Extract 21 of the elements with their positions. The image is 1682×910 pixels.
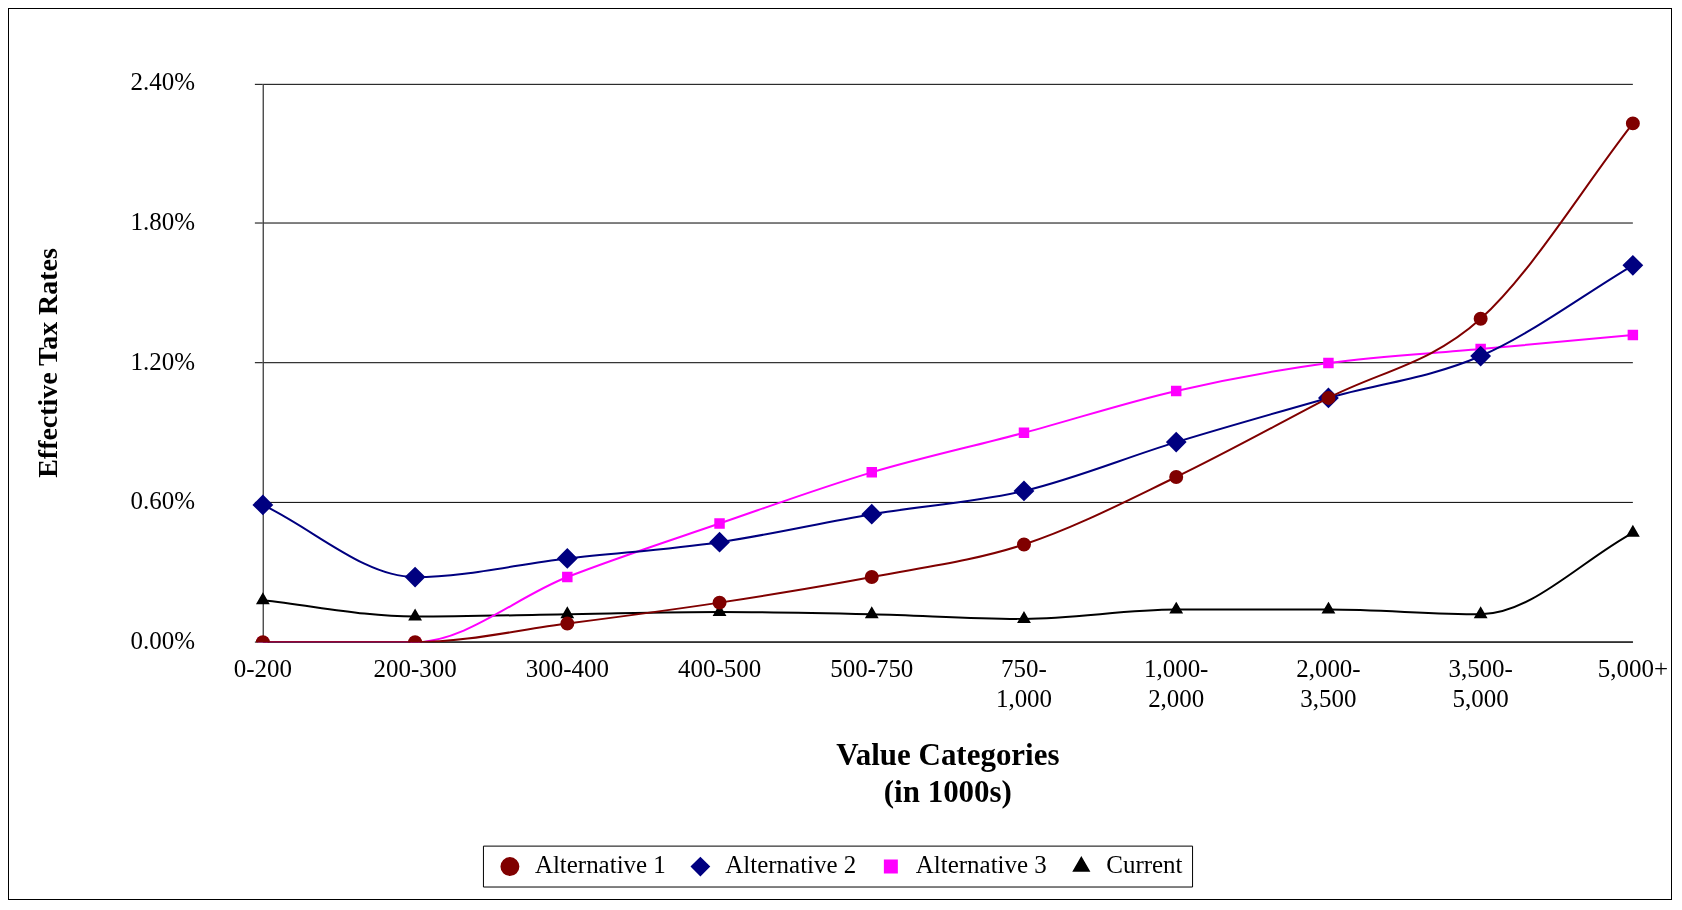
legend-label: Current	[1106, 851, 1183, 879]
x-tick-label: 5,000+	[1597, 654, 1668, 682]
x-axis-title: Value Categories (in 1000s)	[836, 736, 1060, 809]
x-tick-label: 0-200	[233, 654, 292, 682]
legend-label: Alternative 3	[915, 851, 1047, 879]
x-tick-label: 2,000-3,500	[1296, 654, 1361, 712]
y-tick-label: 1.80%	[130, 207, 195, 235]
x-tick-label: 500-750	[830, 654, 914, 682]
legend-label: Alternative 1	[534, 851, 666, 879]
legend-label: Alternative 2	[725, 851, 857, 879]
y-axis-title: Effective Tax Rates	[31, 248, 63, 478]
x-tick-label: 400-500	[677, 654, 762, 682]
y-tick-label: 0.60%	[130, 487, 195, 515]
y-tick-label: 2.40%	[130, 68, 195, 96]
x-tick-label: 750-1,000	[995, 654, 1053, 712]
x-tick-label: 1,000-2,000	[1143, 654, 1209, 712]
x-tick-label: 300-400	[525, 654, 609, 682]
y-tick-label: 1.20%	[130, 347, 195, 375]
x-tick-label: 200-300	[373, 654, 457, 682]
x-tick-label: 3,500-5,000	[1448, 654, 1513, 712]
y-tick-label: 0.00%	[130, 626, 195, 654]
